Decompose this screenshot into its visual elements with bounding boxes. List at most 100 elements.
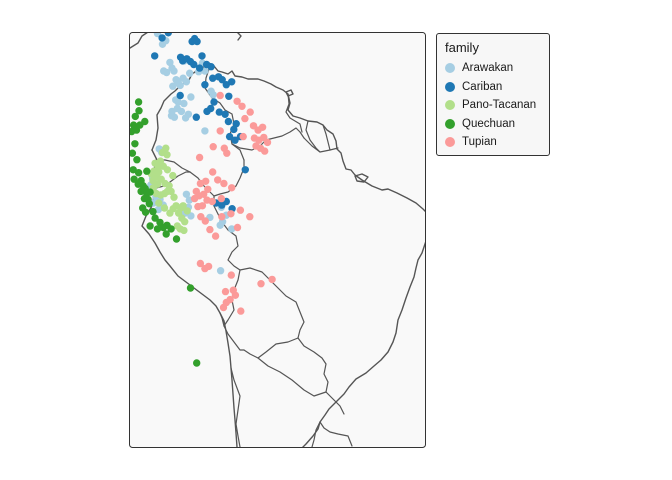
point-tupian [227, 271, 235, 279]
border-bolivia-paraguay [243, 337, 299, 359]
border-paraguay-argentina [257, 357, 327, 397]
border-venezuela-brazil [231, 127, 305, 151]
map-panel-border [129, 32, 426, 448]
point-tupian [209, 168, 217, 176]
point-cariban [158, 34, 166, 42]
point-pano-tacanan [166, 209, 174, 217]
point-cariban [224, 117, 233, 126]
point-arawakan [201, 127, 209, 135]
point-arawakan [182, 190, 191, 198]
point-tupian [233, 223, 242, 232]
point-cariban [209, 74, 217, 82]
border-paraguay-brazil [297, 337, 329, 393]
point-quechuan [145, 200, 153, 208]
map-panel-background [129, 32, 426, 448]
point-quechuan [149, 207, 157, 216]
point-quechuan [131, 112, 139, 121]
legend-swatch-pano [445, 100, 455, 111]
point-quechuan [186, 284, 195, 292]
point-tupian [221, 287, 230, 296]
point-arawakan [169, 82, 177, 90]
point-quechuan [134, 98, 143, 106]
point-pano-tacanan [163, 166, 172, 174]
point-pano-tacanan [160, 204, 169, 212]
point-arawakan [166, 58, 174, 67]
point-tupian [236, 206, 245, 214]
legend-item-arawakan: Arawakan [445, 59, 541, 78]
point-quechuan [162, 230, 170, 238]
coastline-marajo [354, 173, 369, 183]
legend-swatch-tupian [445, 137, 455, 148]
point-cariban [225, 132, 234, 141]
legend: family Arawakan Cariban Pano-Tacanan Quechu… [436, 33, 550, 156]
point-cariban [218, 76, 226, 84]
point-tupian [209, 143, 217, 151]
legend-swatch-quechuan [445, 118, 455, 129]
point-cariban [190, 60, 198, 69]
border-argentina-brazil [325, 391, 345, 415]
point-cariban [176, 91, 184, 100]
point-arawakan [162, 68, 171, 77]
point-tupian [214, 176, 222, 184]
point-arawakan [180, 99, 188, 108]
point-pano-tacanan [162, 144, 170, 152]
border-bolivia-brazil [239, 267, 305, 339]
point-tupian [194, 202, 202, 211]
point-arawakan [209, 91, 217, 99]
point-tupian [219, 303, 228, 312]
point-tupian [190, 194, 199, 203]
point-tupian [246, 108, 254, 116]
point-tupian [192, 187, 200, 196]
point-tupian [196, 259, 205, 268]
point-tupian [216, 91, 224, 100]
point-pano-tacanan [179, 202, 187, 210]
border-suriname-guiana [322, 124, 331, 151]
legend-label-tupian: Tupian [462, 136, 497, 149]
point-pano-tacanan [165, 182, 173, 190]
point-pano-tacanan [183, 207, 191, 215]
coastline-central-america [129, 32, 149, 49]
point-quechuan [130, 175, 138, 183]
legend-label-pano: Pano-Tacanan [462, 99, 537, 112]
point-tupian [246, 213, 254, 221]
point-pano-tacanan [163, 151, 171, 159]
point-cariban [228, 78, 236, 86]
coastline-caribbean-islands [236, 32, 242, 41]
point-cariban [169, 32, 178, 33]
point-quechuan [129, 166, 137, 174]
border-peru-chile [219, 312, 225, 327]
point-tupian [195, 153, 204, 162]
point-tupian [216, 127, 224, 135]
point-quechuan [131, 140, 139, 148]
legend-swatch-cariban [445, 81, 455, 92]
point-tupian [268, 275, 276, 284]
point-tupian [261, 147, 269, 155]
legend-item-pano: Pano-Tacanan [445, 96, 541, 115]
point-tupian [201, 217, 209, 225]
point-arawakan [177, 107, 186, 116]
border-guianas-brazil [303, 137, 339, 153]
point-tupian [241, 114, 249, 123]
point-arawakan [186, 69, 194, 77]
point-cariban [201, 81, 209, 89]
point-arawakan [153, 32, 162, 38]
point-quechuan [172, 235, 181, 243]
point-quechuan [146, 188, 154, 196]
point-cariban [215, 108, 223, 116]
point-tupian [228, 184, 236, 192]
point-quechuan [167, 225, 175, 233]
point-tupian [237, 307, 245, 315]
point-cariban [218, 201, 226, 209]
point-arawakan [182, 78, 191, 86]
point-tupian [257, 280, 265, 288]
border-venezuela-guyana [285, 93, 303, 133]
point-pano-tacanan [169, 171, 177, 180]
point-arawakan [187, 93, 195, 101]
border-peru-brazil [213, 195, 241, 271]
point-tupian [204, 262, 213, 271]
point-tupian [218, 213, 226, 221]
point-tupian [227, 210, 235, 218]
point-cariban [230, 125, 238, 134]
legend-label-cariban: Cariban [462, 80, 503, 93]
point-cariban [221, 110, 229, 119]
